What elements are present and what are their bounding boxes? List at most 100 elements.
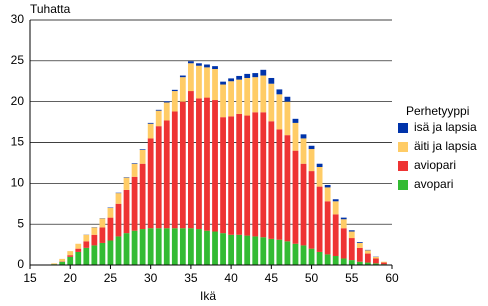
bar-segment	[276, 89, 283, 95]
bar-segment	[91, 234, 98, 246]
bar-segment	[171, 91, 178, 112]
bar-segment	[179, 228, 186, 265]
bar-segment	[292, 118, 299, 123]
bar-segment	[292, 243, 299, 265]
bar-segment	[196, 65, 202, 99]
bar-segment	[212, 69, 218, 101]
bar-segment	[220, 233, 226, 265]
y-tick-label: 30	[11, 12, 25, 26]
x-tick-label: 45	[265, 271, 279, 285]
bar-segment	[252, 236, 259, 265]
bar-segment	[67, 251, 74, 256]
bar-segment	[147, 228, 154, 265]
bar-segment	[260, 112, 267, 238]
bar-segment	[340, 258, 347, 265]
bar-segment	[324, 187, 331, 202]
bar-segment	[131, 163, 138, 177]
bar-segment	[204, 97, 210, 231]
bar-segment	[252, 112, 259, 237]
bar-segment	[67, 256, 74, 265]
legend-swatch	[398, 142, 408, 152]
bar-segment	[244, 73, 251, 78]
bar-segment	[332, 214, 339, 257]
bar-segment	[147, 122, 154, 124]
bar-segment	[196, 229, 202, 265]
bar-segment	[381, 261, 387, 263]
bar-segment	[292, 150, 299, 244]
bar-segment	[83, 247, 90, 265]
bar-segment	[316, 251, 323, 265]
bar-segment	[139, 229, 146, 265]
bar-segment	[324, 201, 331, 255]
bar-segment	[163, 101, 170, 103]
bar-segment	[236, 75, 243, 80]
bar-segment	[99, 218, 106, 228]
bar-segment	[244, 77, 251, 116]
bar-segment	[364, 262, 371, 265]
x-tick-label: 55	[345, 271, 359, 285]
bar-segment	[67, 255, 74, 257]
y-tick-label: 15	[11, 135, 25, 149]
bar-segment	[59, 261, 66, 265]
x-tick-label: 40	[224, 271, 238, 285]
bar-segment	[91, 227, 98, 235]
bar-segment	[300, 134, 307, 139]
bar-segment	[155, 109, 162, 111]
bar-segment	[131, 230, 138, 265]
bar-segment	[300, 163, 307, 246]
bar-segment	[163, 102, 170, 121]
bar-segment	[373, 256, 379, 259]
bar-segment	[260, 69, 267, 76]
bar-segment	[187, 91, 194, 229]
bar-segment	[300, 245, 307, 265]
bar-segment	[340, 219, 347, 229]
bar-segment	[75, 243, 82, 249]
bar-segment	[316, 186, 323, 252]
bar-segment	[187, 61, 194, 64]
bar-segment	[332, 256, 339, 265]
bar-segment	[83, 241, 90, 248]
y-tick-label: 25	[11, 53, 25, 67]
bar-segment	[348, 238, 355, 261]
bar-segment	[99, 242, 106, 265]
legend-swatch	[398, 161, 408, 171]
x-tick-label: 35	[184, 271, 198, 285]
bar-segment	[268, 121, 275, 239]
bar-segment	[115, 193, 122, 204]
bar-segment	[308, 248, 315, 265]
bar-segment	[276, 129, 283, 240]
bar-segment	[147, 138, 154, 229]
bar-segment	[187, 228, 194, 265]
bar-segment	[356, 247, 363, 262]
bar-segment	[51, 263, 58, 265]
bar-segment	[348, 260, 355, 265]
bar-segment	[139, 149, 146, 164]
bar-segment	[123, 233, 130, 265]
bar-segment	[212, 231, 218, 265]
bar-segment	[292, 122, 299, 151]
bar-segment	[204, 230, 210, 265]
bar-segment	[155, 126, 162, 229]
bar-segment	[356, 261, 363, 265]
bar-segment	[107, 217, 114, 241]
bar-segment	[316, 167, 323, 187]
bar-segment	[276, 239, 283, 265]
bar-segment	[364, 253, 371, 263]
bar-segment	[171, 111, 178, 229]
bar-segment	[59, 258, 66, 262]
bar-segment	[147, 123, 154, 139]
bar-segment	[236, 234, 243, 265]
bar-segment	[123, 177, 130, 190]
bar-segment	[236, 113, 243, 235]
bar-segment	[364, 250, 371, 254]
bar-segment	[284, 241, 291, 265]
y-tick-label: 5	[17, 216, 24, 230]
bar-segment	[340, 228, 347, 259]
bar-segment	[107, 240, 114, 265]
bar-segment	[284, 96, 291, 102]
x-tick-label: 25	[104, 271, 118, 285]
bar-segment	[268, 83, 275, 122]
bar-segment	[212, 66, 218, 69]
bar-segment	[179, 75, 186, 78]
